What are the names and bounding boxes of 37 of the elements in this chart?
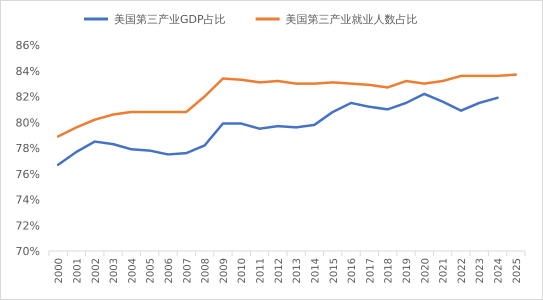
x-tick-label: 2012 xyxy=(274,258,285,284)
x-tick-label: 2016 xyxy=(347,258,358,284)
legend-label: 美国第三产业GDP占比 xyxy=(114,13,226,26)
x-tick-label: 2014 xyxy=(310,258,322,284)
x-tick-label: 2000 xyxy=(54,258,66,284)
y-tick-label: 72% xyxy=(16,219,40,232)
y-tick-label: 80% xyxy=(16,116,40,130)
y-tick-label: 70% xyxy=(16,245,40,258)
x-tick-label: 2017 xyxy=(365,258,376,284)
y-tick-label: 84% xyxy=(16,64,40,78)
x-tick-label: 2024 xyxy=(494,258,505,284)
x-tick-label: 2019 xyxy=(402,258,413,284)
x-tick-label: 2013 xyxy=(292,258,304,284)
legend-label: 美国第三产业就业人数占比 xyxy=(286,13,418,26)
x-tick-label: 2018 xyxy=(384,258,395,284)
x-tick-label: 2022 xyxy=(456,258,468,284)
x-tick-label: 2021 xyxy=(438,258,450,284)
y-tick-label: 76% xyxy=(16,168,40,181)
x-tick-label: 2023 xyxy=(475,258,486,284)
y-tick-label: 78% xyxy=(16,142,40,155)
x-tick-label: 2015 xyxy=(328,258,340,284)
x-tick-label: 2009 xyxy=(218,258,230,284)
x-tick-label: 2004 xyxy=(127,258,138,284)
x-tick-label: 2001 xyxy=(72,258,84,284)
x-tick-label: 2020 xyxy=(420,258,432,284)
x-tick-label: 2010 xyxy=(237,258,248,284)
x-tick-label: 2007 xyxy=(182,258,194,284)
y-tick-label: 86% xyxy=(16,39,40,52)
y-tick-label: 82% xyxy=(16,90,40,104)
x-tick-label: 2006 xyxy=(164,258,175,284)
x-tick-label: 2002 xyxy=(90,258,102,284)
x-tick-label: 2003 xyxy=(109,258,120,284)
y-tick-label: 74% xyxy=(16,194,40,206)
x-tick-label: 2025 xyxy=(512,258,523,284)
x-tick-label: 2008 xyxy=(200,258,212,284)
x-tick-label: 2011 xyxy=(256,258,267,284)
x-tick-label: 2005 xyxy=(146,258,157,284)
